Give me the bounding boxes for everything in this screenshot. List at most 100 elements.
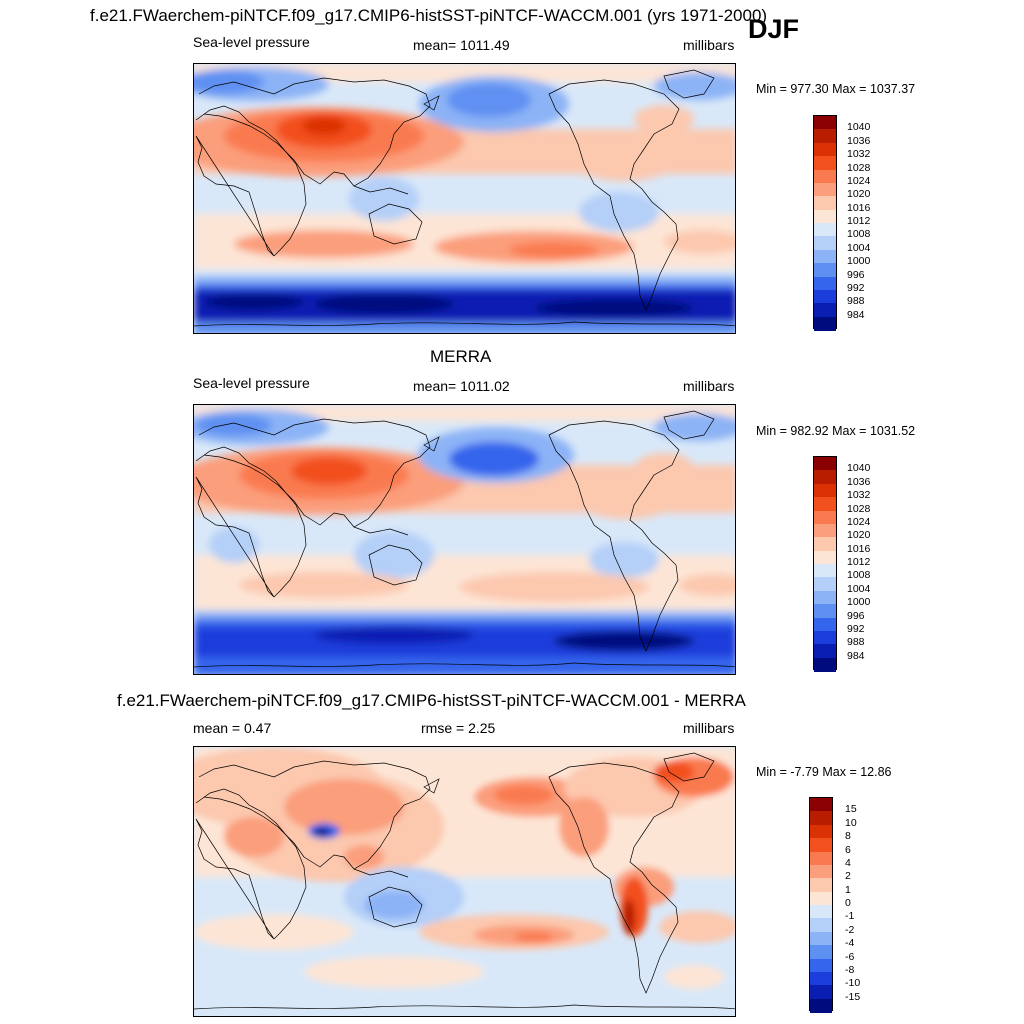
colorbar-swatch xyxy=(814,564,836,578)
colorbar-swatch xyxy=(814,142,836,157)
colorbar-tick-label: 8 xyxy=(845,830,851,843)
colorbar-obs xyxy=(813,456,837,672)
colorbar-swatch xyxy=(810,891,832,906)
colorbar-tick-label: -4 xyxy=(845,937,855,950)
panel-obs-minmax: Min = 982.92 Max = 1031.52 xyxy=(756,424,916,438)
colorbar-swatch xyxy=(810,864,832,879)
colorbar-tick-label: 1036 xyxy=(847,475,871,488)
colorbar-swatch xyxy=(814,169,836,184)
colorbar-swatch xyxy=(814,590,836,605)
colorbar-swatch xyxy=(814,470,836,485)
colorbar-tick-label: 1032 xyxy=(847,489,871,502)
colorbar-swatch xyxy=(814,630,836,645)
colorbar-swatch xyxy=(810,958,832,973)
panel-diff-units-label: millibars xyxy=(683,720,735,736)
colorbar-tick-label: -15 xyxy=(845,990,861,1003)
colorbar-swatch xyxy=(810,811,832,826)
colorbar-tick-label: 996 xyxy=(847,268,865,281)
colorbar-tick-label: 1000 xyxy=(847,255,871,268)
colorbar-tick-label: 1 xyxy=(845,883,851,896)
colorbar-swatch xyxy=(810,824,832,839)
colorbar-swatch xyxy=(814,303,836,318)
colorbar-swatch xyxy=(814,604,836,618)
panel-obs-left-label: Sea-level pressure xyxy=(193,375,310,391)
colorbar-swatch xyxy=(814,223,836,237)
figure-title: f.e21.FWaerchem-piNTCF.f09_g17.CMIP6-his… xyxy=(90,6,768,25)
colorbar-tick-label: 1028 xyxy=(847,502,871,515)
colorbar-tick-label: 1008 xyxy=(847,228,871,241)
colorbar-swatch xyxy=(810,931,832,946)
colorbar-swatch xyxy=(810,851,832,866)
colorbar-swatch xyxy=(814,156,836,170)
panel-obs-units-label: millibars xyxy=(683,378,735,394)
colorbar-tick-label: 1012 xyxy=(847,215,871,227)
colorbar-swatch xyxy=(810,918,832,933)
colorbar-tick-label: 988 xyxy=(847,295,865,308)
colorbar-tick-label: 988 xyxy=(847,636,865,649)
colorbar-tick-label: 1032 xyxy=(847,148,871,161)
colorbar-swatch xyxy=(814,129,836,144)
colorbar-tick-label: 1040 xyxy=(847,462,871,475)
colorbar-swatch xyxy=(814,209,836,224)
colorbar-tick-label: 2 xyxy=(845,870,851,883)
colorbar-swatch xyxy=(810,945,832,959)
colorbar-tick-label: 992 xyxy=(847,622,865,635)
colorbar-swatch xyxy=(814,537,836,552)
colorbar-swatch xyxy=(814,116,836,130)
colorbar-tick-label: 1008 xyxy=(847,569,871,582)
colorbar-tick-label: -6 xyxy=(845,950,855,963)
colorbar-tick-label: -10 xyxy=(845,977,861,990)
colorbar-swatch xyxy=(810,878,832,893)
colorbar-tick-label: 15 xyxy=(845,803,857,816)
colorbar-swatch xyxy=(814,316,836,331)
colorbar-tick-label: 1016 xyxy=(847,201,871,214)
map-panel-diff xyxy=(193,746,736,1017)
colorbar-tick-label: 0 xyxy=(845,897,851,909)
colorbar-swatch xyxy=(810,838,832,852)
colorbar-swatch xyxy=(814,644,836,659)
colorbar-tick-label: 1040 xyxy=(847,121,871,134)
colorbar-tick-label: 992 xyxy=(847,281,865,294)
colorbar-swatch xyxy=(814,497,836,511)
colorbar-swatch xyxy=(814,523,836,538)
colorbar-swatch xyxy=(810,905,832,919)
colorbar-tick-label: 1016 xyxy=(847,542,871,555)
colorbar-swatch xyxy=(810,971,832,986)
colorbar-tick-label: 1028 xyxy=(847,161,871,174)
panel-diff-minmax: Min = -7.79 Max = 12.86 xyxy=(756,765,892,779)
colorbar-tick-label: 6 xyxy=(845,843,851,856)
colorbar-tick-label: 1036 xyxy=(847,134,871,147)
colorbar-swatch xyxy=(814,550,836,565)
colorbar-tick-label: 996 xyxy=(847,609,865,622)
panel-model-minmax: Min = 977.30 Max = 1037.37 xyxy=(756,82,916,96)
panel-obs-title: MERRA xyxy=(430,347,492,366)
colorbar-swatch xyxy=(814,657,836,672)
colorbar-tick-label: 4 xyxy=(845,856,851,869)
panel-diff-rmse-label: rmse = 2.25 xyxy=(421,720,496,736)
colorbar-model xyxy=(813,115,837,331)
colorbar-swatch xyxy=(814,263,836,277)
panel-diff-title: f.e21.FWaerchem-piNTCF.f09_g17.CMIP6-his… xyxy=(117,691,746,710)
colorbar-tick-label: 1012 xyxy=(847,556,871,568)
panel-model-left-label: Sea-level pressure xyxy=(193,34,310,50)
colorbar-swatch xyxy=(814,236,836,251)
colorbar-swatch xyxy=(814,276,836,291)
colorbar-swatch xyxy=(814,617,836,632)
colorbar-tick-label: 1024 xyxy=(847,174,871,187)
colorbar-tick-label: 1000 xyxy=(847,596,871,609)
colorbar-tick-label: 1020 xyxy=(847,188,871,201)
colorbar-swatch xyxy=(814,577,836,592)
colorbar-swatch xyxy=(814,249,836,264)
colorbar-swatch xyxy=(810,798,832,812)
panel-model-units-label: millibars xyxy=(683,37,735,53)
colorbar-swatch xyxy=(810,985,832,1000)
colorbar-diff xyxy=(809,797,833,1013)
season-label: DJF xyxy=(748,14,800,44)
colorbar-swatch xyxy=(814,196,836,211)
colorbar-swatch xyxy=(814,483,836,498)
colorbar-tick-label: 10 xyxy=(845,816,857,829)
colorbar-tick-label: -2 xyxy=(845,923,855,936)
map-panel-model xyxy=(193,63,736,334)
colorbar-tick-label: -1 xyxy=(845,910,855,923)
